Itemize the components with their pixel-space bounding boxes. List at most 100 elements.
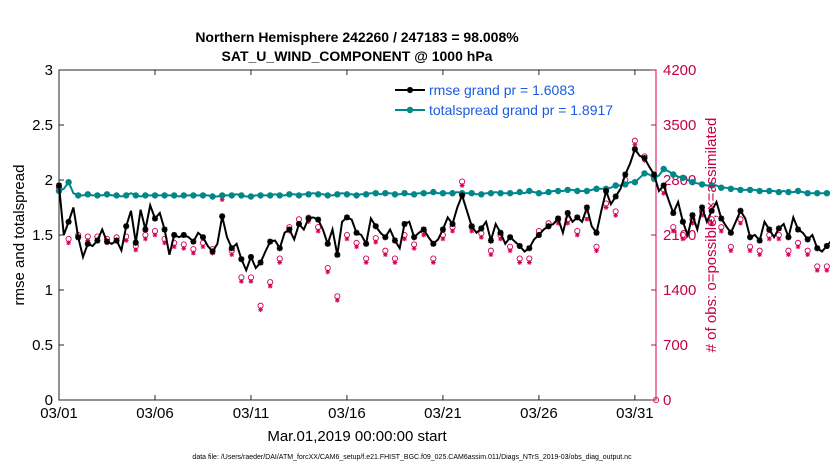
- totalspread-point: [238, 192, 245, 199]
- rmse-point: [228, 245, 235, 252]
- totalspread-point: [794, 187, 802, 195]
- totalspread-point: [430, 188, 437, 196]
- totalspread-point: [622, 181, 629, 188]
- obs-assimilated-point: [430, 260, 436, 265]
- rmse-point: [391, 237, 398, 244]
- y-right-tick-label: 0: [663, 392, 671, 409]
- totalspread-point: [420, 190, 427, 197]
- obs-assimilated-point: [478, 234, 484, 240]
- obs-assimilated-point: [555, 220, 561, 226]
- rmse-point: [286, 226, 293, 233]
- totalspread-point: [660, 165, 667, 173]
- totalspread-point: [84, 191, 91, 198]
- y-left-tick-label: 2.5: [32, 117, 53, 134]
- totalspread-point: [506, 190, 514, 197]
- legend-rmse-label: rmse grand pr = 1.6083: [429, 82, 575, 98]
- obs-assimilated-point: [728, 248, 734, 254]
- obs-assimilated-point: [459, 183, 465, 188]
- rmse-point: [353, 229, 360, 236]
- obs-assimilated-point: [123, 238, 129, 243]
- obs-assimilated-point: [738, 220, 743, 226]
- x-tick-label: 03/21: [424, 405, 462, 422]
- totalspread-point: [199, 192, 207, 199]
- x-axis-label: Mar.01,2019 00:00:00 start: [267, 428, 447, 445]
- chart-title-line1: Northern Hemisphere 242260 / 247183 = 98…: [195, 29, 519, 45]
- obs-assimilated-point: [344, 236, 350, 242]
- totalspread-point: [142, 192, 149, 199]
- obs-assimilated-point: [66, 240, 71, 246]
- y-left-tick-label: 0: [45, 392, 53, 409]
- y-left-tick-label: 1: [45, 282, 53, 299]
- totalspread-point: [180, 192, 187, 199]
- totalspread-point: [391, 191, 399, 198]
- totalspread-point: [574, 187, 581, 195]
- rmse-point: [103, 238, 110, 245]
- rmse-point: [151, 215, 158, 222]
- totalspread-point: [362, 191, 370, 198]
- obs-assimilated-point: [517, 260, 523, 265]
- totalspread-point: [564, 186, 571, 194]
- totalspread-point: [641, 170, 648, 177]
- rmse-point: [756, 237, 763, 244]
- rmse-point: [363, 240, 370, 247]
- obs-assimilated-point: [795, 244, 801, 250]
- totalspread-point: [410, 191, 418, 198]
- obs-assimilated-point: [190, 250, 196, 256]
- totalspread-point: [401, 190, 408, 197]
- rmse-point: [526, 245, 533, 252]
- rmse-point: [295, 221, 302, 227]
- rmse-point: [631, 146, 638, 153]
- legend-spread-label: totalspread grand pr = 1.8917: [429, 102, 613, 118]
- rmse-point: [199, 234, 206, 241]
- obs-possible-point: [652, 396, 660, 404]
- totalspread-point: [113, 192, 120, 199]
- totalspread-point: [247, 193, 255, 200]
- x-tick-label: 03/01: [40, 405, 78, 422]
- obs-assimilated-point: [766, 236, 772, 242]
- totalspread-point: [545, 188, 552, 196]
- totalspread-point: [804, 190, 811, 197]
- footnote: data file: /Users/raeder/DAI/ATM_forcXX/…: [192, 454, 632, 461]
- rmse-point: [795, 226, 802, 233]
- totalspread-point: [766, 187, 773, 195]
- rmse-point: [257, 259, 264, 266]
- rmse-point: [699, 204, 706, 211]
- rmse-point: [545, 223, 552, 230]
- obs-assimilated-point: [632, 142, 638, 148]
- chart-title-line2: SAT_U_WIND_COMPONENT @ 1000 hPa: [222, 48, 493, 64]
- obs-assimilated-point: [85, 238, 91, 243]
- y-left-tick-label: 2: [45, 172, 53, 189]
- totalspread-point: [257, 192, 264, 199]
- y-axis-right-label: # of obs: o=possible; ×=assimilated: [703, 118, 720, 353]
- obs-assimilated-point: [229, 252, 235, 258]
- totalspread-point: [708, 182, 715, 189]
- totalspread-point: [94, 192, 101, 199]
- y-right-tick-label: 1400: [663, 282, 696, 299]
- totalspread-point: [814, 190, 821, 197]
- rmse-point: [785, 234, 792, 241]
- obs-assimilated-point: [718, 228, 724, 234]
- obs-assimilated-point: [248, 278, 254, 284]
- totalspread-point: [612, 182, 619, 189]
- totalspread-point: [785, 188, 792, 196]
- rmse-point: [487, 237, 494, 244]
- totalspread-point: [276, 192, 283, 199]
- totalspread-point: [353, 192, 360, 199]
- obs-assimilated-point: [402, 236, 407, 242]
- obs-assimilated-point: [354, 244, 359, 250]
- rmse-point: [651, 171, 658, 178]
- totalspread-point: [324, 192, 331, 199]
- rmse-point: [219, 213, 226, 220]
- obs-assimilated-point: [613, 212, 619, 218]
- obs-assimilated-point: [670, 228, 676, 234]
- rmse-point: [449, 221, 456, 227]
- rmse-point: [564, 210, 571, 216]
- totalspread-point: [295, 192, 303, 199]
- obs-assimilated-point: [219, 197, 225, 203]
- rmse-point: [439, 226, 446, 233]
- totalspread-point: [334, 191, 341, 198]
- totalspread-point: [554, 187, 562, 195]
- rmse-point: [737, 207, 744, 214]
- rmse-point: [75, 234, 82, 241]
- rmse-point: [411, 234, 418, 241]
